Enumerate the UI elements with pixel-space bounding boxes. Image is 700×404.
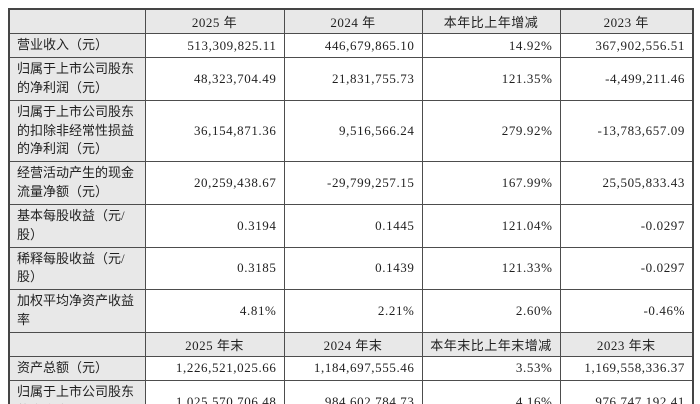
deducted-net-profit-2025-value: 36,154,871.36: [144, 99, 285, 163]
diluted-eps-2024-value: 0.1439: [283, 246, 423, 291]
table-row-net-assets: 归属于上市公司股东的净资产（元） 1,025,570,706.48 984,60…: [8, 379, 694, 404]
net-assets-change-value: 4.16%: [421, 379, 561, 404]
column-header-2025-end: 2025 年末: [144, 331, 285, 357]
table-row-revenue: 营业收入（元） 513,309,825.11 446,679,865.10 14…: [8, 33, 694, 58]
row-label-deducted-net-profit: 归属于上市公司股东的扣除非经常性损益的净利润（元）: [8, 99, 146, 163]
total-assets-change-value: 3.53%: [421, 355, 561, 381]
revenue-2024-value: 446,679,865.10: [283, 33, 423, 58]
basic-eps-change-value: 121.04%: [421, 203, 561, 248]
table-row-deducted-net-profit: 归属于上市公司股东的扣除非经常性损益的净利润（元） 36,154,871.36 …: [8, 99, 694, 163]
net-assets-2024-value: 984,602,784.73: [283, 379, 423, 404]
weighted-roe-2024-value: 2.21%: [283, 289, 423, 333]
column-header-yoy-change: 本年比上年增减: [421, 8, 561, 34]
cash-flow-2024-value: -29,799,257.15: [283, 161, 423, 205]
column-header-2023-end: 2023 年末: [559, 331, 694, 357]
row-label-net-assets: 归属于上市公司股东的净资产（元）: [8, 379, 146, 404]
basic-eps-2023-value: -0.0297: [559, 203, 694, 248]
revenue-2023-value: 367,902,556.51: [559, 33, 694, 58]
diluted-eps-2023-value: -0.0297: [559, 246, 694, 291]
table-header-annual: 2025 年 2024 年 本年比上年增减 2023 年: [8, 8, 694, 34]
total-assets-2024-value: 1,184,697,555.46: [283, 355, 423, 381]
table-row-weighted-roe: 加权平均净资产收益率 4.81% 2.21% 2.60% -0.46%: [8, 289, 694, 333]
diluted-eps-2025-value: 0.3185: [144, 246, 285, 291]
net-assets-2025-value: 1,025,570,706.48: [144, 379, 285, 404]
basic-eps-2024-value: 0.1445: [283, 203, 423, 248]
weighted-roe-change-value: 2.60%: [421, 289, 561, 333]
diluted-eps-change-value: 121.33%: [421, 246, 561, 291]
revenue-2025-value: 513,309,825.11: [144, 33, 285, 58]
cash-flow-change-value: 167.99%: [421, 161, 561, 205]
table-row-basic-eps: 基本每股收益（元/股） 0.3194 0.1445 121.04% -0.029…: [8, 203, 694, 248]
column-header-end-change: 本年末比上年末增减: [421, 331, 561, 357]
net-profit-2024-value: 21,831,755.73: [283, 57, 423, 101]
total-assets-2025-value: 1,226,521,025.66: [144, 355, 285, 381]
weighted-roe-2023-value: -0.46%: [559, 289, 694, 333]
column-header-2023: 2023 年: [559, 8, 694, 34]
key-accounting-data-table: 2025 年 2024 年 本年比上年增减 2023 年 营业收入（元） 513…: [8, 8, 694, 404]
total-assets-2023-value: 1,169,558,336.37: [559, 355, 694, 381]
deducted-net-profit-2024-value: 9,516,566.24: [283, 99, 423, 163]
row-label-diluted-eps: 稀释每股收益（元/股）: [8, 246, 146, 291]
revenue-change-value: 14.92%: [421, 33, 561, 58]
weighted-roe-2025-value: 4.81%: [144, 289, 285, 333]
table-row-total-assets: 资产总额（元） 1,226,521,025.66 1,184,697,555.4…: [8, 355, 694, 381]
basic-eps-2025-value: 0.3194: [144, 203, 285, 248]
cash-flow-2025-value: 20,259,438.67: [144, 161, 285, 205]
net-profit-2023-value: -4,499,211.46: [559, 57, 694, 101]
deducted-net-profit-change-value: 279.92%: [421, 99, 561, 163]
row-label-operating-cash-flow: 经营活动产生的现金流量净额（元）: [8, 161, 146, 205]
net-profit-change-value: 121.35%: [421, 57, 561, 101]
row-label-net-profit: 归属于上市公司股东的净利润（元）: [8, 57, 146, 101]
row-label-revenue: 营业收入（元）: [8, 33, 146, 58]
table-row-net-profit: 归属于上市公司股东的净利润（元） 48,323,704.49 21,831,75…: [8, 57, 694, 101]
table-row-operating-cash-flow: 经营活动产生的现金流量净额（元） 20,259,438.67 -29,799,2…: [8, 161, 694, 205]
header-blank-cell: [8, 8, 146, 34]
column-header-2024: 2024 年: [283, 8, 423, 34]
row-label-total-assets: 资产总额（元）: [8, 355, 146, 381]
cash-flow-2023-value: 25,505,833.43: [559, 161, 694, 205]
row-label-basic-eps: 基本每股收益（元/股）: [8, 203, 146, 248]
table-row-diluted-eps: 稀释每股收益（元/股） 0.3185 0.1439 121.33% -0.029…: [8, 246, 694, 291]
deducted-net-profit-2023-value: -13,783,657.09: [559, 99, 694, 163]
header2-blank-cell: [8, 331, 146, 357]
column-header-2025: 2025 年: [144, 8, 285, 34]
net-assets-2023-value: 976,747,192.41: [559, 379, 694, 404]
row-label-weighted-roe: 加权平均净资产收益率: [8, 289, 146, 333]
net-profit-2025-value: 48,323,704.49: [144, 57, 285, 101]
table-header-period-end: 2025 年末 2024 年末 本年末比上年末增减 2023 年末: [8, 331, 694, 357]
column-header-2024-end: 2024 年末: [283, 331, 423, 357]
